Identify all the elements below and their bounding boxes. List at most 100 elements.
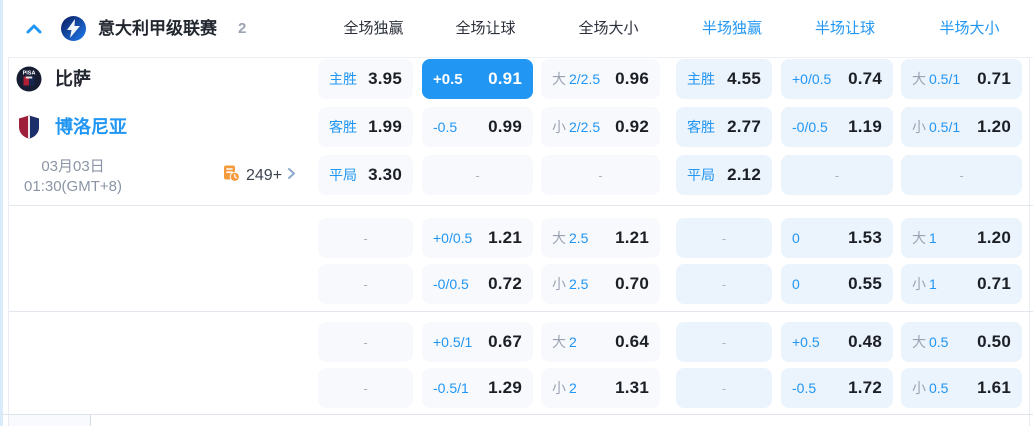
odds-label: 小 2/2.5 — [552, 117, 600, 137]
odds-label: +0/0.5 — [433, 230, 472, 246]
odds-cell[interactable]: 大 0.5/1 0.71 — [901, 59, 1022, 99]
odds-cell[interactable]: 大 0.5 0.50 — [901, 322, 1022, 362]
odds-cell[interactable]: -0/0.5 1.19 — [781, 107, 893, 147]
over-under-prefix: 大 — [912, 334, 926, 350]
odds-cell[interactable]: +0.5 0.91 — [422, 59, 533, 99]
odds-line: +0/0.5 — [792, 71, 832, 87]
chevron-right-icon — [287, 167, 296, 185]
odds-cell[interactable]: -0.5/1 1.29 — [422, 368, 533, 408]
odds-value: 3.30 — [368, 165, 402, 184]
over-under-prefix: 小 — [552, 380, 566, 396]
odds-cell[interactable]: 平局 2.12 — [676, 155, 772, 195]
collapse-chevron-up-icon[interactable] — [24, 20, 44, 38]
column-header: 全场独赢 — [343, 20, 404, 37]
odds-line: -0.5 — [433, 119, 458, 135]
empty-dash: - — [598, 167, 603, 183]
odds-cell-empty: - — [781, 155, 893, 195]
empty-dash: - — [721, 380, 727, 396]
odds-line: 0.5/1 — [929, 71, 961, 87]
odds-cell[interactable]: 主胜 4.55 — [676, 59, 772, 99]
odds-cell[interactable]: 客胜 2.77 — [676, 107, 772, 147]
markets-count: 249+ — [246, 167, 283, 184]
odds-cell[interactable]: 小 2 1.31 — [541, 368, 660, 408]
odds-line: -0/0.5 — [792, 119, 828, 135]
match-date: 03月03日 — [41, 158, 105, 175]
odds-value: 1.31 — [615, 378, 649, 397]
odds-label: 0 — [792, 230, 800, 246]
odds-label: +0/0.5 — [792, 71, 831, 87]
odds-value: 4.55 — [727, 69, 761, 88]
odds-cell[interactable]: -0/0.5 0.72 — [422, 264, 533, 304]
odds-value: 1.29 — [488, 378, 522, 397]
odds-value: 0.92 — [615, 117, 649, 136]
over-under-prefix: 大 — [552, 230, 566, 246]
odds-cell[interactable]: +0/0.5 0.74 — [781, 59, 893, 99]
over-under-prefix: 小 — [912, 276, 926, 292]
odds-line: 2/2.5 — [569, 71, 601, 87]
odds-cell[interactable]: 小 2.5 0.70 — [541, 264, 660, 304]
odds-cell-empty: - — [901, 155, 1022, 195]
odds-cell[interactable]: 客胜 1.99 — [318, 107, 413, 147]
odds-line: 主胜 — [329, 71, 357, 87]
odds-cell[interactable]: 0 1.53 — [781, 218, 893, 258]
odds-cell[interactable]: +0/0.5 1.21 — [422, 218, 533, 258]
odds-line: 2/2.5 — [569, 119, 601, 135]
odds-cell[interactable]: +0.5/1 0.67 — [422, 322, 533, 362]
odds-line: 0 — [792, 230, 800, 246]
more-markets-button[interactable]: 249+ — [222, 164, 296, 188]
odds-cell[interactable]: 主胜 3.95 — [318, 59, 413, 99]
odds-line: 1 — [929, 276, 937, 292]
odds-value: 0.74 — [848, 69, 882, 88]
odds-cell[interactable]: 大 1 1.20 — [901, 218, 1022, 258]
home-team-name[interactable]: 比萨 — [55, 69, 91, 89]
odds-line: 平局 — [687, 167, 715, 183]
odds-line: 客胜 — [687, 119, 715, 135]
league-title: 意大利甲级联赛 — [98, 19, 217, 38]
odds-value: 1.21 — [488, 228, 522, 247]
odds-line: 2.5 — [569, 276, 589, 292]
card-bottom-divider — [0, 414, 1033, 415]
odds-cell[interactable]: 大 2/2.5 0.96 — [541, 59, 660, 99]
odds-cell-empty: - — [318, 368, 413, 408]
odds-cell-empty: - — [318, 218, 413, 258]
odds-cell[interactable]: -0.5 0.99 — [422, 107, 533, 147]
empty-dash: - — [363, 380, 368, 396]
odds-cell-empty: - — [676, 368, 772, 408]
odds-line: 2 — [569, 380, 577, 396]
away-team-name[interactable]: 博洛尼亚 — [55, 117, 127, 137]
empty-dash: - — [959, 167, 964, 183]
odds-cell[interactable]: 0 0.55 — [781, 264, 893, 304]
empty-dash: - — [363, 334, 368, 350]
empty-dash: - — [834, 167, 840, 183]
odds-cell[interactable]: 大 2 0.64 — [541, 322, 660, 362]
odds-cell[interactable]: 小 2/2.5 0.92 — [541, 107, 660, 147]
odds-line: +0.5 — [433, 70, 463, 88]
odds-line: 1 — [929, 230, 937, 246]
odds-line: 平局 — [329, 167, 357, 183]
odds-cell-empty: - — [318, 264, 413, 304]
odds-value: 0.96 — [615, 69, 649, 88]
odds-label: 大 0.5/1 — [912, 69, 960, 89]
odds-value: 0.64 — [615, 332, 649, 351]
odds-cell[interactable]: 大 2.5 1.21 — [541, 218, 660, 258]
odds-cell-empty: - — [676, 218, 772, 258]
left-highlight-stripe — [0, 0, 3, 426]
odds-cell[interactable]: 小 1 0.71 — [901, 264, 1022, 304]
odds-label: 主胜 — [329, 69, 357, 89]
odds-value: 0.71 — [977, 274, 1011, 293]
odds-label: 主胜 — [687, 69, 715, 89]
odds-cell[interactable]: +0.5 0.48 — [781, 322, 893, 362]
odds-cell[interactable]: -0.5 1.72 — [781, 368, 893, 408]
odds-value: 1.21 — [615, 228, 649, 247]
odds-cell-empty: - — [318, 322, 413, 362]
odds-cell[interactable]: 小 0.5 1.61 — [901, 368, 1022, 408]
odds-value: 3.95 — [368, 69, 402, 88]
home-team-logo-icon: PISA — [16, 66, 42, 92]
empty-dash: - — [475, 167, 480, 183]
odds-cell[interactable]: 小 0.5/1 1.20 — [901, 107, 1022, 147]
odds-value: 1.72 — [848, 378, 882, 397]
odds-cell[interactable]: 平局 3.30 — [318, 155, 413, 195]
